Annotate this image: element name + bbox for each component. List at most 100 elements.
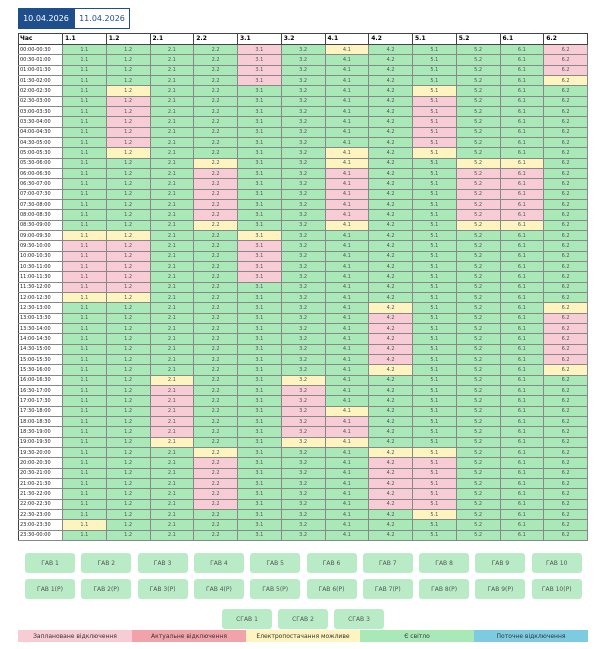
schedule-cell: 6.2 xyxy=(544,447,588,459)
schedule-cell: 6.1 xyxy=(500,117,545,128)
schedule-cell: 5.1 xyxy=(413,375,457,386)
group-button[interactable]: ГАВ 2(Р) xyxy=(81,579,132,599)
schedule-cell: 1.1 xyxy=(63,323,107,335)
column-header: 6.2 xyxy=(544,33,588,45)
schedule-cell: 2.1 xyxy=(150,365,195,376)
group-button[interactable]: ГАВ 5(Р) xyxy=(250,579,301,599)
schedule-cell: 2.1 xyxy=(150,303,195,314)
group-button[interactable]: ГАВ 4 xyxy=(193,553,244,573)
schedule-cell: 2.2 xyxy=(194,478,238,490)
schedule-cell: 2.2 xyxy=(194,375,238,386)
schedule-cell: 2.1 xyxy=(150,117,195,128)
schedule-cell: 1.1 xyxy=(63,179,107,190)
group-button[interactable]: ГАВ 4(Р) xyxy=(193,579,244,599)
schedule-cell: 2.2 xyxy=(194,148,238,159)
schedule-cell: 3.2 xyxy=(281,396,326,407)
date-tab[interactable]: 11.04.2026 xyxy=(74,8,130,29)
date-tab[interactable]: 10.04.2026 xyxy=(18,8,74,29)
schedule-cell: 3.2 xyxy=(281,179,326,190)
schedule-cell: 5.1 xyxy=(413,520,457,531)
group-button[interactable]: СГАВ 3 xyxy=(334,609,384,629)
schedule-cell: 4.1 xyxy=(325,148,370,159)
schedule-cell: 5.1 xyxy=(413,344,457,355)
schedule-cell: 1.1 xyxy=(63,458,107,469)
schedule-cell: 1.2 xyxy=(106,520,151,531)
schedule-cell: 6.1 xyxy=(500,499,545,510)
schedule-cell: 5.1 xyxy=(413,468,457,479)
schedule-cell: 6.2 xyxy=(544,478,588,490)
schedule-cell: 3.2 xyxy=(281,230,326,242)
schedule-cell: 1.2 xyxy=(106,478,151,490)
schedule-cell: 5.2 xyxy=(456,427,501,438)
schedule-cell: 1.2 xyxy=(106,344,151,355)
schedule-cell: 5.2 xyxy=(456,189,501,200)
schedule-cell: 4.2 xyxy=(369,241,413,252)
schedule-cell: 5.2 xyxy=(456,313,501,324)
column-header: 3.1 xyxy=(238,33,282,45)
group-button[interactable]: ГАВ 6(Р) xyxy=(306,579,357,599)
schedule-cell: 5.2 xyxy=(456,499,501,510)
schedule-cell: 5.1 xyxy=(413,323,457,335)
time-cell: 04:30-05:00 xyxy=(18,137,63,149)
schedule-cell: 5.2 xyxy=(456,416,501,428)
schedule-cell: 5.2 xyxy=(456,520,501,531)
column-header: 3.2 xyxy=(281,33,326,45)
time-cell: 06:30-07:00 xyxy=(18,179,63,190)
schedule-cell: 1.2 xyxy=(106,117,151,128)
group-button[interactable]: ГАВ 5 xyxy=(250,553,301,573)
group-button[interactable]: СГАВ 2 xyxy=(278,609,328,629)
schedule-cell: 3.2 xyxy=(281,530,326,541)
group-button[interactable]: ГАВ 10 xyxy=(531,553,582,573)
schedule-cell: 1.2 xyxy=(106,251,151,262)
schedule-cell: 2.1 xyxy=(150,489,195,500)
schedule-cell: 6.2 xyxy=(544,199,588,211)
schedule-cell: 5.1 xyxy=(413,313,457,324)
schedule-cell: 6.2 xyxy=(544,323,588,335)
schedule-cell: 3.1 xyxy=(238,520,282,531)
schedule-cell: 2.2 xyxy=(194,127,238,138)
schedule-cell: 6.1 xyxy=(500,127,545,138)
schedule-cell: 1.2 xyxy=(106,447,151,459)
schedule-cell: 2.1 xyxy=(150,478,195,490)
schedule-cell: 5.2 xyxy=(456,375,501,386)
schedule-cell: 4.1 xyxy=(325,282,370,293)
schedule-cell: 1.2 xyxy=(106,458,151,469)
schedule-cell: 4.1 xyxy=(325,168,370,180)
group-button[interactable]: ГАВ 10(Р) xyxy=(531,579,582,599)
group-button[interactable]: ГАВ 7 xyxy=(362,553,413,573)
time-cell: 16:30-17:00 xyxy=(18,385,63,397)
schedule-cell: 2.2 xyxy=(194,406,238,417)
group-button[interactable]: ГАВ 9(Р) xyxy=(475,579,526,599)
schedule-cell: 5.1 xyxy=(413,458,457,469)
schedule-cell: 2.1 xyxy=(150,148,195,159)
time-cell: 12:30-13:00 xyxy=(18,303,63,314)
schedule-cell: 6.2 xyxy=(544,86,588,97)
group-button[interactable]: ГАВ 1(Р) xyxy=(25,579,75,599)
group-button[interactable]: ГАВ 3(Р) xyxy=(137,579,188,599)
group-button[interactable]: ГАВ 6 xyxy=(306,553,357,573)
schedule-cell: 3.1 xyxy=(238,530,282,541)
group-button[interactable]: ГАВ 8(Р) xyxy=(419,579,470,599)
schedule-cell: 2.2 xyxy=(194,303,238,314)
schedule-cell: 5.1 xyxy=(413,210,457,221)
group-button[interactable]: ГАВ 8 xyxy=(419,553,470,573)
schedule-cell: 3.2 xyxy=(281,189,326,200)
schedule-cell: 1.2 xyxy=(106,509,151,521)
schedule-cell: 3.1 xyxy=(238,168,282,180)
schedule-cell: 5.2 xyxy=(456,385,501,397)
schedule-cell: 6.2 xyxy=(544,437,588,448)
schedule-cell: 3.2 xyxy=(281,416,326,428)
schedule-cell: 5.2 xyxy=(456,45,501,56)
group-button[interactable]: ГАВ 9 xyxy=(475,553,526,573)
time-cell: 09:30-10:00 xyxy=(18,241,63,252)
group-button[interactable]: ГАВ 7(Р) xyxy=(362,579,413,599)
schedule-cell: 6.1 xyxy=(500,282,545,293)
group-button[interactable]: СГАВ 1 xyxy=(222,609,272,629)
time-cell: 02:00-02:30 xyxy=(18,86,63,97)
group-button[interactable]: ГАВ 3 xyxy=(137,553,188,573)
group-button[interactable]: ГАВ 1 xyxy=(25,553,75,573)
schedule-cell: 5.2 xyxy=(456,86,501,97)
schedule-cell: 6.2 xyxy=(544,375,588,386)
group-button[interactable]: ГАВ 2 xyxy=(81,553,132,573)
schedule-cell: 1.2 xyxy=(106,334,151,345)
